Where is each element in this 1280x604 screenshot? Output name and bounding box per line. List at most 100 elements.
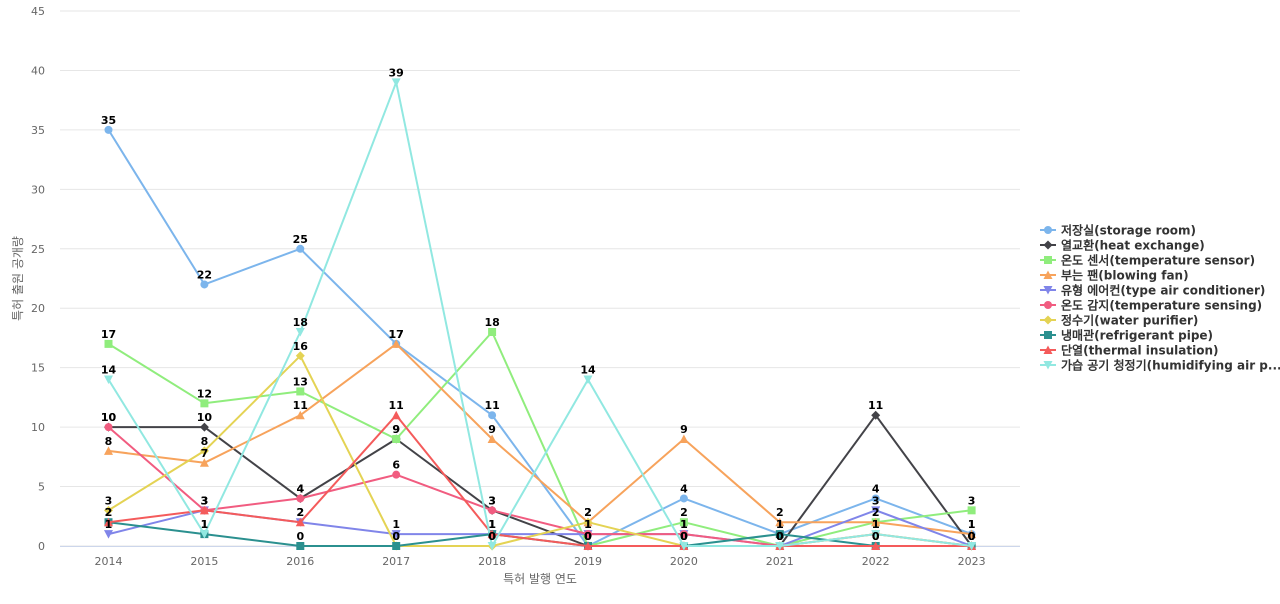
series-type-air-conditioner-data-label: 1 (105, 518, 113, 531)
series-blowing-fan-point (775, 517, 785, 527)
series-thermal-insulation-data-label: 11 (389, 399, 404, 412)
series-refrigerant-pipe-data-label: 0 (968, 530, 976, 543)
series-water-purifier-point (295, 351, 305, 361)
series-water-purifier-data-label: 0 (392, 530, 400, 543)
legend-item[interactable]: 단열(thermal insulation) (1040, 343, 1218, 358)
legend-label: 단열(thermal insulation) (1061, 343, 1218, 358)
series-type-air-conditioner-data-label: 1 (392, 518, 400, 531)
series-refrigerant-pipe-point (775, 530, 784, 539)
series-humidifying-air-p-point (104, 375, 113, 385)
legend-label: 정수기(water purifier) (1061, 313, 1198, 328)
series-humidifying-air-p-data-label: 1 (201, 518, 209, 531)
y-tick-label: 20 (31, 302, 45, 315)
series-blowing-fan-point (295, 410, 305, 420)
series-refrigerant-pipe-data-label: 1 (488, 518, 496, 531)
legend: 저장실(storage room)열교환(heat exchange)온도 센서… (1040, 223, 1280, 373)
x-tick-label: 2022 (862, 555, 890, 568)
series-water-purifier-point (583, 517, 593, 527)
y-tick-label: 35 (31, 124, 45, 137)
legend-item[interactable]: 온도 센서(temperature sensor) (1040, 253, 1255, 268)
series-thermal-insulation-data-label: 1 (488, 518, 496, 531)
series-blowing-fan-data-label: 1 (968, 518, 976, 531)
legend-item[interactable]: 온도 감지(temperature sensing) (1040, 298, 1262, 313)
legend-marker-icon (1043, 286, 1053, 295)
series-storage-room-data-label: 0 (584, 530, 592, 543)
legend-marker-icon (1043, 270, 1053, 279)
series-water-purifier-data-label: 0 (488, 530, 496, 543)
series-storage-room-point (104, 125, 113, 134)
series-temperature-sensing-point (296, 494, 305, 503)
series-humidifying-air-p-data-label: 0 (488, 530, 496, 543)
series-temperature-sensor-line (107, 331, 972, 547)
series-temperature-sensor-point (679, 518, 688, 527)
series-temperature-sensing-point (584, 530, 592, 539)
legend-item[interactable]: 부는 팬(blowing fan) (1040, 268, 1189, 283)
series-heat-exchange-data-label: 9 (392, 423, 400, 436)
series-type-air-conditioner-data-label: 0 (776, 530, 784, 543)
legend-item[interactable]: 저장실(storage room) (1040, 223, 1196, 238)
x-tick-label: 2016 (286, 555, 314, 568)
series-refrigerant-pipe-data-label: 0 (296, 530, 304, 543)
series-temperature-sensing-point (392, 470, 401, 479)
series-heat-exchange-data-label: 0 (968, 530, 976, 543)
legend-item[interactable]: 냉매관(refrigerant pipe) (1040, 328, 1213, 343)
series-blowing-fan (104, 339, 977, 539)
series-storage-room-point (200, 280, 209, 289)
series-blowing-fan-data-label: 17 (389, 328, 404, 341)
series-water-purifier-data-label: 0 (968, 530, 976, 543)
series-thermal-insulation-point (199, 505, 209, 515)
legend-marker-icon (1044, 226, 1052, 234)
legend-marker-icon (1043, 240, 1053, 250)
series-blowing-fan-point (487, 434, 497, 443)
series-heat-exchange-data-label: 10 (101, 411, 117, 424)
legend-item[interactable]: 열교환(heat exchange) (1040, 238, 1205, 253)
y-tick-label: 15 (31, 362, 45, 375)
series-temperature-sensing-point (104, 423, 113, 432)
series-thermal-insulation-point (583, 541, 593, 550)
series-thermal-insulation-point (391, 410, 401, 420)
series-temperature-sensing-data-label: 10 (101, 411, 117, 424)
legend-label: 온도 감지(temperature sensing) (1061, 298, 1262, 313)
legend-label: 냉매관(refrigerant pipe) (1061, 328, 1213, 343)
legend-label: 유형 에어컨(type air conditioner) (1061, 283, 1265, 298)
series-refrigerant-pipe-point (296, 542, 305, 550)
series-humidifying-air-p-data-label: 0 (968, 530, 976, 543)
legend-marker-icon (1043, 345, 1053, 354)
series-blowing-fan-data-label: 7 (201, 447, 209, 460)
series-heat-exchange-point (871, 410, 881, 420)
series-storage-room-data-label: 22 (197, 268, 212, 281)
legend-item[interactable]: 가습 공기 청정기(humidifying air p... (1040, 358, 1280, 373)
series-thermal-insulation-data-label: 0 (968, 530, 976, 543)
series-humidifying-air-p-data-label: 0 (680, 530, 688, 543)
legend-label: 가습 공기 청정기(humidifying air p... (1061, 358, 1280, 373)
series-storage-room-data-label: 1 (776, 518, 784, 531)
series-thermal-insulation-point (871, 541, 881, 550)
series-temperature-sensing-data-label: 1 (584, 518, 592, 531)
series-humidifying-air-p-point (199, 530, 209, 539)
series-humidifying-air-p-point (391, 78, 401, 87)
series-heat-exchange-line (108, 414, 973, 547)
series-lines (104, 78, 977, 551)
series-heat-exchange-data-label: 0 (776, 530, 784, 543)
series-humidifying-air-p-point (295, 328, 305, 337)
series-storage-room-point (871, 494, 880, 503)
series-temperature-sensor-data-label: 12 (197, 387, 212, 400)
legend-marker-icon (1043, 361, 1053, 370)
series-type-air-conditioner-data-label: 3 (872, 494, 880, 507)
series-blowing-fan-data-label: 8 (105, 435, 113, 448)
series-refrigerant-pipe-data-label: 0 (584, 530, 592, 543)
series-storage-room-data-label: 11 (484, 399, 499, 412)
legend-item[interactable]: 유형 에어컨(type air conditioner) (1040, 283, 1265, 298)
x-tick-label: 2021 (766, 555, 794, 568)
series-heat-exchange-data-label: 11 (868, 399, 883, 412)
series-water-purifier-data-label: 2 (584, 506, 592, 519)
series-temperature-sensing-data-label: 6 (392, 459, 400, 472)
series-storage-room-point (679, 494, 688, 503)
series-temperature-sensor-point (392, 435, 401, 443)
x-tick-label: 2018 (478, 555, 506, 568)
series-water-purifier-data-label: 16 (293, 340, 309, 353)
series-type-air-conditioner-data-label: 3 (201, 494, 209, 507)
legend-item[interactable]: 정수기(water purifier) (1040, 313, 1198, 328)
series-humidifying-air-p-data-label: 0 (776, 530, 784, 543)
